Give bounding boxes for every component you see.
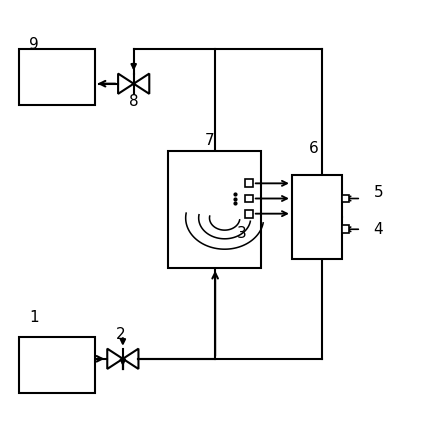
Bar — [342, 225, 349, 233]
Text: 1: 1 — [29, 310, 39, 325]
Text: 3: 3 — [237, 226, 247, 241]
Bar — [342, 194, 349, 202]
Bar — [245, 194, 253, 202]
Bar — [19, 337, 95, 393]
Bar — [19, 49, 95, 106]
Bar — [245, 180, 253, 187]
Text: 6: 6 — [308, 141, 318, 156]
Text: 5: 5 — [374, 184, 383, 200]
Bar — [245, 210, 253, 218]
Bar — [168, 151, 262, 268]
Text: 9: 9 — [29, 37, 39, 52]
Text: 4: 4 — [374, 222, 383, 237]
Bar — [292, 175, 342, 259]
Text: 2: 2 — [116, 327, 125, 342]
Text: 7: 7 — [205, 133, 214, 147]
Text: 8: 8 — [129, 94, 138, 109]
